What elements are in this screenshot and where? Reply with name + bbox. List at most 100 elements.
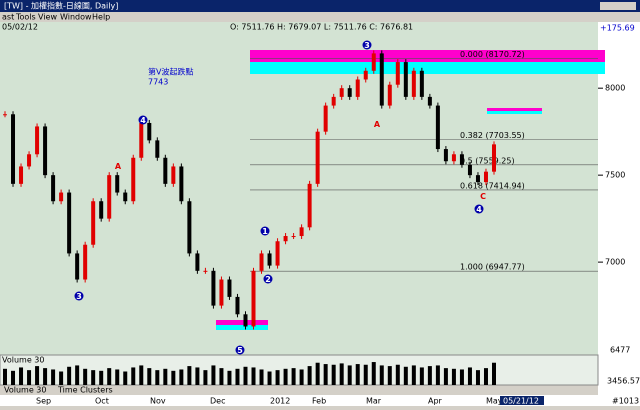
window-title: [TW] - 加權指數-日線圖, Daily] [4, 1, 118, 11]
menu-item[interactable]: Help [92, 13, 110, 22]
volume-bar [83, 368, 88, 385]
volume-bar [403, 366, 408, 385]
volume-bar [11, 370, 16, 385]
volume-bar [243, 366, 248, 385]
menu-item[interactable]: Tools [15, 13, 36, 22]
volume-bar [171, 370, 176, 385]
month-label: Feb [312, 397, 326, 406]
fib-label: 1.000 (6947.77) [460, 263, 525, 272]
menu-item[interactable]: ast [2, 13, 14, 22]
volume-bar [483, 368, 488, 385]
zone [250, 50, 605, 62]
wave-label: 4 [140, 116, 146, 125]
wave-marker [474, 204, 484, 214]
date-axis [0, 395, 640, 406]
volume-bar [331, 364, 336, 385]
low-label: 6477 [610, 346, 630, 355]
volume-bar [371, 362, 376, 385]
volume-bar [99, 370, 104, 385]
volume-bar [43, 368, 48, 385]
month-label: Apr [428, 397, 443, 406]
month-label: Dec [210, 397, 225, 406]
window-buttons[interactable] [600, 2, 636, 10]
volume-bar [107, 368, 112, 385]
zone [250, 62, 605, 74]
title-bar [0, 0, 640, 12]
fib-label: 0.382 (7703.55) [460, 131, 525, 140]
volume-bar [251, 367, 256, 385]
volume-bar [275, 370, 280, 385]
volume-bar [259, 369, 264, 385]
volume-bar [355, 364, 360, 385]
menu-item[interactable]: Window [60, 13, 92, 22]
volume-bar [187, 366, 192, 385]
menu-bar [0, 12, 640, 22]
volume-bar [459, 369, 464, 385]
wave-label: C [480, 192, 486, 201]
fib-label: 0.5 (7559.25) [460, 156, 515, 165]
menu-item[interactable]: View [38, 13, 57, 22]
volume-bar [115, 369, 120, 385]
wave-marker [235, 345, 245, 355]
volume-bar [147, 368, 152, 385]
volume-bar [211, 365, 216, 385]
wave-label: A [115, 162, 122, 171]
date-label: 05/02/12 [2, 23, 38, 32]
zone [216, 325, 268, 330]
volume-bar [307, 366, 312, 385]
volume-bar [475, 370, 480, 385]
volume-bar [203, 370, 208, 385]
zone [487, 108, 542, 111]
volume-bar [299, 369, 304, 385]
volume-tick: 3456.57 [607, 377, 640, 386]
fib-label: 0.000 (8170.72) [460, 50, 525, 59]
zone [216, 320, 268, 325]
wave-label: 1 [262, 227, 268, 236]
volume-bar [411, 365, 416, 385]
volume-bar [27, 370, 32, 385]
volume-bar [339, 363, 344, 385]
annotation: 7743 [148, 78, 168, 87]
volume-bar [35, 366, 40, 385]
volume-bar [395, 364, 400, 385]
wave-marker [362, 40, 372, 50]
month-label: Nov [150, 397, 166, 406]
tab[interactable]: Time Clusters [57, 386, 113, 395]
volume-bar [163, 368, 168, 385]
wave-marker [138, 115, 148, 125]
change-label: +175.69 [600, 24, 635, 33]
bar-count: #1013 [612, 397, 639, 406]
volume-label: Volume 30 [2, 356, 44, 365]
month-label: Sep [36, 397, 51, 406]
wave-marker [263, 274, 273, 284]
volume-bar [75, 365, 80, 385]
tab[interactable]: Volume 30 [4, 386, 46, 395]
y-tick-label: 7500 [605, 171, 625, 180]
volume-bar [131, 367, 136, 385]
volume-bar [19, 367, 24, 385]
volume-bar [123, 371, 128, 385]
cursor-date-box [500, 396, 544, 405]
annotation: 第V波起跌點 [148, 67, 193, 77]
volume-bar [195, 367, 200, 385]
price-axis [598, 22, 640, 396]
month-label: Oct [95, 397, 109, 406]
volume-bar [427, 366, 432, 385]
volume-bar [419, 367, 424, 385]
volume-bar [451, 368, 456, 385]
wave-label: A [374, 120, 381, 129]
month-label: May [486, 397, 503, 406]
wave-label: 4 [476, 205, 482, 214]
wave-label: 5 [237, 346, 243, 355]
volume-bar [363, 364, 368, 385]
zone [487, 111, 542, 114]
volume-bar [315, 362, 320, 385]
wave-label: 2 [265, 275, 271, 284]
wave-label: 3 [76, 292, 82, 301]
volume-bar [235, 368, 240, 385]
plot-area [0, 22, 598, 355]
volume-bar [291, 368, 296, 385]
volume-bar [219, 368, 224, 385]
volume-bar [387, 366, 392, 385]
